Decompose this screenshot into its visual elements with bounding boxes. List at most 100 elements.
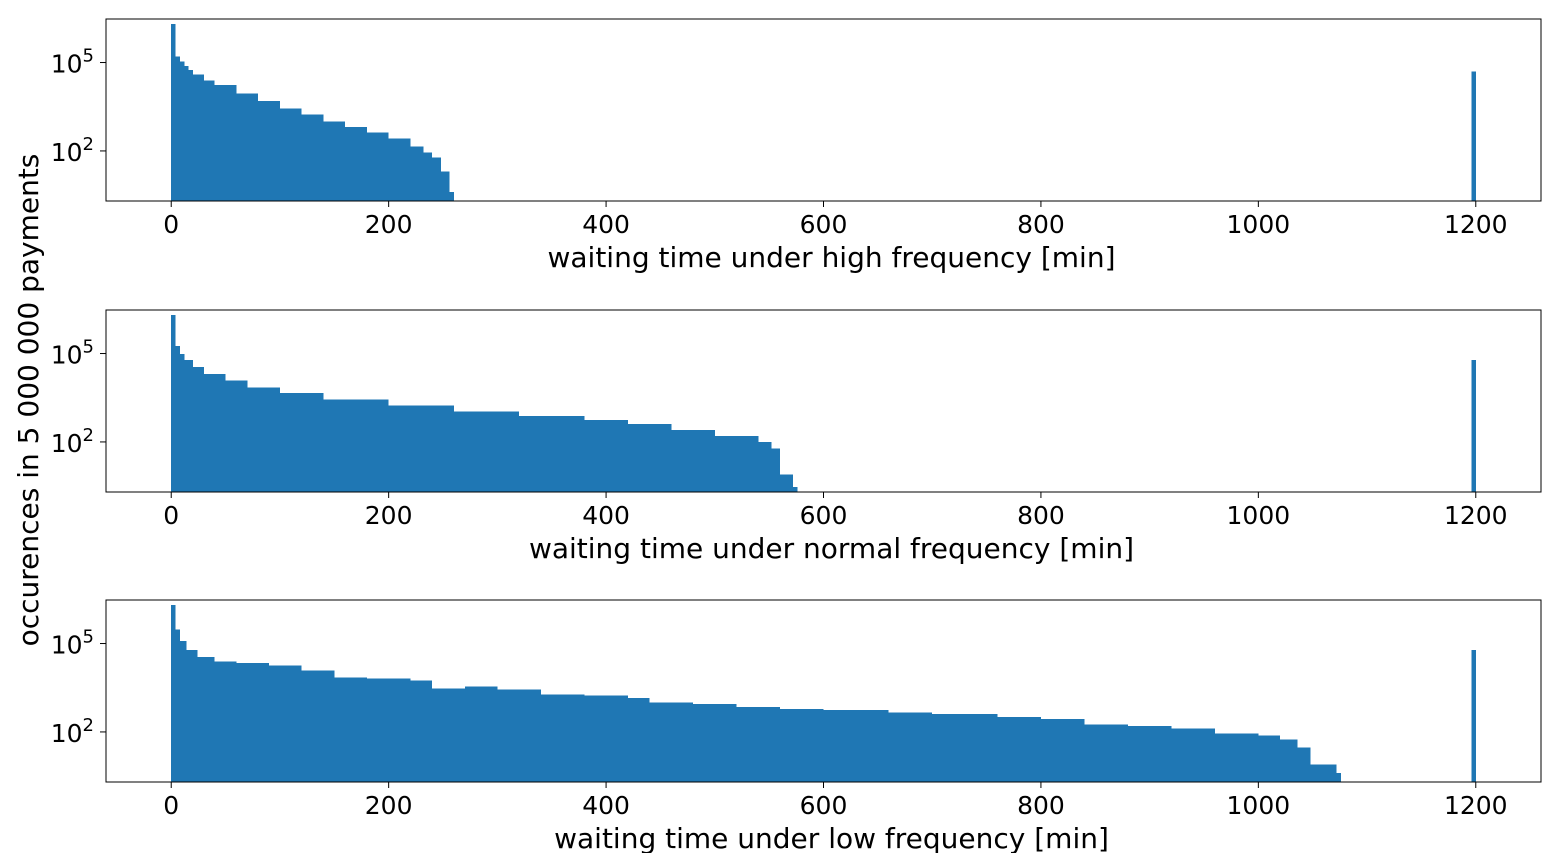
- histogram-bar: [171, 605, 176, 782]
- histogram-bar: [175, 629, 180, 782]
- histogram-bar: [440, 171, 450, 201]
- histogram-bar: [823, 710, 889, 782]
- x-tick-label: 600: [800, 210, 848, 239]
- histogram-bar: [197, 656, 215, 782]
- histogram-bar: [780, 474, 794, 492]
- histogram-bar: [192, 366, 204, 492]
- histogram-bar: [214, 661, 237, 782]
- y-tick-label: 102: [51, 715, 94, 748]
- x-tick-label: 1000: [1227, 210, 1291, 239]
- x-axis-title: waiting time under low frequency [min]: [554, 822, 1109, 853]
- histogram-bar: [184, 66, 189, 202]
- histogram-bar: [519, 416, 585, 492]
- x-tick-label: 200: [365, 791, 413, 820]
- figure-ylabel: occurences in 5 000 000 payments: [12, 154, 45, 647]
- x-tick-label: 0: [163, 791, 179, 820]
- x-tick-label: 400: [582, 501, 630, 530]
- histogram-bar: [323, 399, 389, 492]
- histogram-panel: 0 200 400 600 800 1000 1200 105 102 waiting time …: [51, 309, 1542, 565]
- histogram-bar: [269, 665, 302, 782]
- histogram-bar: [497, 689, 541, 782]
- histogram-bar: [179, 61, 185, 202]
- histogram-bar: [279, 108, 302, 201]
- histogram-bar: [345, 126, 367, 201]
- histogram-bar: [214, 85, 237, 201]
- y-tick-label: 105: [51, 46, 94, 79]
- histogram-bar: [334, 677, 367, 782]
- x-tick-label: 800: [1017, 210, 1065, 239]
- histogram-bar: [758, 441, 772, 492]
- histogram-bar: [203, 374, 226, 492]
- histogram-panel: 0 200 400 600 800 1000 1200 105 102 waiting time …: [51, 599, 1542, 853]
- histogram-bar: [627, 698, 650, 782]
- histogram-bar: [410, 146, 424, 201]
- y-tick-label: 102: [51, 134, 94, 167]
- histogram-bar: [1127, 725, 1172, 782]
- y-tick-label: 105: [51, 627, 94, 660]
- x-axis-title: waiting time under high frequency [min]: [547, 241, 1115, 274]
- histogram-bar: [236, 662, 270, 782]
- outlier-bar: [1471, 71, 1476, 202]
- histogram-bar: [366, 132, 389, 201]
- histogram-bar: [997, 717, 1041, 782]
- histogram-bar: [1214, 733, 1259, 782]
- histogram-bar: [186, 650, 198, 782]
- histogram-bar: [1084, 724, 1128, 782]
- histogram-bar: [584, 695, 628, 782]
- histogram-bar: [179, 641, 187, 782]
- x-tick-label: 1200: [1444, 501, 1508, 530]
- x-tick-label: 800: [1017, 791, 1065, 820]
- histogram-bar: [584, 420, 628, 492]
- histogram-bar: [627, 424, 672, 492]
- histogram-bar: [423, 152, 433, 201]
- histogram-bar: [453, 411, 520, 492]
- histogram-bar: [188, 70, 193, 202]
- histogram-bar: [247, 387, 280, 492]
- outlier-bar: [1471, 650, 1476, 782]
- x-axis-title: waiting time under normal frequency [min…: [529, 532, 1134, 565]
- histogram-bar: [432, 688, 465, 782]
- histogram-bar: [671, 430, 715, 492]
- x-tick-label: 1200: [1444, 791, 1508, 820]
- x-tick-label: 0: [163, 501, 179, 530]
- histogram-bar: [225, 380, 248, 492]
- histogram-bar: [888, 712, 933, 782]
- x-tick-label: 200: [365, 501, 413, 530]
- x-tick-label: 200: [365, 210, 413, 239]
- x-tick-label: 1000: [1227, 501, 1291, 530]
- histogram-bar: [175, 56, 180, 202]
- histogram-bar: [932, 714, 998, 782]
- histogram-bar: [1336, 773, 1341, 782]
- x-tick-label: 1200: [1444, 210, 1508, 239]
- y-tick-label: 105: [51, 337, 94, 370]
- histogram-bar: [780, 709, 824, 782]
- histogram-bar: [1310, 764, 1324, 782]
- histogram-bar: [171, 24, 176, 201]
- histogram-bar: [388, 405, 454, 492]
- histogram-bar: [236, 93, 259, 201]
- histogram-bar: [1040, 718, 1085, 782]
- histogram-bar: [1297, 747, 1311, 782]
- histogram-bar: [301, 670, 335, 782]
- histogram-bar: [388, 138, 411, 201]
- histogram-bar: [192, 74, 204, 201]
- histogram-bar: [179, 354, 185, 492]
- y-tick-label: 102: [51, 425, 94, 458]
- histogram-bar: [432, 157, 441, 201]
- histogram-bar: [1258, 735, 1281, 782]
- x-tick-label: 400: [582, 210, 630, 239]
- histogram-bar: [714, 435, 759, 492]
- histogram-bar: [693, 703, 737, 782]
- histogram-bar: [301, 114, 324, 201]
- outlier-bar: [1471, 360, 1476, 492]
- histogram-bar: [1323, 764, 1337, 782]
- histogram-bar: [410, 680, 433, 782]
- x-tick-label: 600: [800, 501, 848, 530]
- x-tick-label: 800: [1017, 501, 1065, 530]
- histogram-bar: [464, 686, 498, 782]
- x-tick-label: 1000: [1227, 791, 1291, 820]
- histogram-bar: [175, 346, 180, 492]
- x-tick-label: 0: [163, 210, 179, 239]
- histogram-bar: [736, 707, 781, 782]
